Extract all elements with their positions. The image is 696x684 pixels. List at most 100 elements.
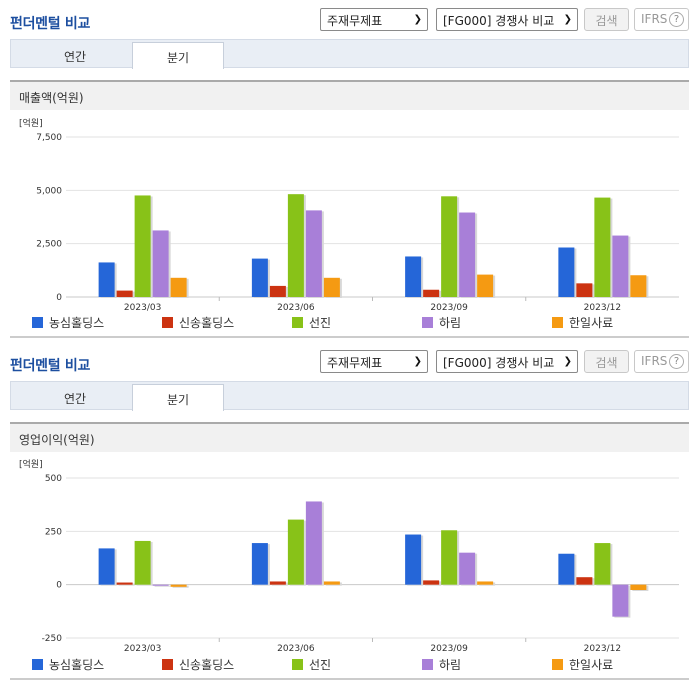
x-tick-label: 2023/12 [584,644,621,654]
x-tick-label: 2023/03 [124,303,161,313]
bar [477,274,494,297]
chevron-down-icon: ❯ [563,14,572,25]
legend-item[interactable]: 선진 [292,314,331,331]
y-tick-label: 0 [56,581,62,591]
chevron-down-icon: ❯ [413,356,422,367]
bar [305,501,322,585]
bar [323,277,340,297]
bar [98,548,115,585]
bar [116,582,133,585]
sales-chart: [억원] 0 2,500 5,000 7,500 2023/03 2023/06 2023/0… [10,110,689,338]
bar [558,247,575,297]
legend-item[interactable]: 한일사료 [552,656,613,673]
bar [576,577,593,585]
bar [576,283,593,297]
section-title: 펀더멘털 비교 [10,16,91,32]
fundamental-section-sales: 펀더멘털 비교 주재무제표 ❯ [FG000] 경쟁사 비교 ❯ 검색 IFRS? … [0,0,696,338]
bar [594,543,611,585]
bar [269,581,286,585]
bar [405,534,422,585]
x-tick-label: 2023/06 [277,644,315,654]
y-tick-label: 500 [45,474,62,484]
bar [612,235,629,297]
bar [305,210,322,297]
bar [251,543,268,585]
help-icon[interactable]: ? [669,354,684,369]
chart-legend: 농심홀딩스 신송홀딩스 선진 하림 한일사료 [32,656,692,672]
operating-profit-chart: [억원] -250 0 250 500 2023/03 2023/06 2023/09 2023… [10,452,689,680]
bar [134,540,151,585]
legend-swatch [552,659,563,670]
bar [459,552,476,585]
x-tick-label: 2023/06 [277,303,315,313]
chart-label: 영업이익(억원) [10,422,689,452]
bar [441,530,458,585]
statement-select[interactable]: 주재무제표 ❯ [320,350,428,373]
bar-shadow [154,585,171,587]
y-tick-label: 0 [56,293,62,303]
ifrs-button[interactable]: IFRS? [634,350,689,373]
tab-quarterly[interactable]: 분기 [132,42,224,69]
fundamental-section-operating-profit: 펀더멘털 비교 주재무제표 ❯ [FG000] 경쟁사 비교 ❯ 검색 IFRS? … [0,342,696,684]
legend-swatch [292,317,303,328]
search-button[interactable]: 검색 [584,350,629,373]
y-tick-label: 2,500 [36,240,62,250]
bar [558,553,575,585]
bar [323,581,340,585]
legend-swatch [32,317,43,328]
sales-chart-svg: [억원] 0 2,500 5,000 7,500 2023/03 2023/06 2023/0… [19,117,679,313]
tab-annual[interactable]: 연간 [63,50,87,64]
peer-group-select[interactable]: [FG000] 경쟁사 비교 ❯ [436,8,578,31]
section-title: 펀더멘털 비교 [10,358,91,374]
section-header: 펀더멘털 비교 주재무제표 ❯ [FG000] 경쟁사 비교 ❯ 검색 IFRS? [0,342,696,382]
operating-profit-chart-svg: [억원] -250 0 250 500 2023/03 2023/06 2023/09 2023… [19,458,679,654]
legend-swatch [422,659,433,670]
legend-item[interactable]: 신송홀딩스 [162,314,234,331]
legend-swatch [32,659,43,670]
tab-annual[interactable]: 연간 [63,392,87,406]
bar [594,197,611,297]
bar [441,196,458,297]
legend-swatch [162,659,173,670]
unit-label: [억원] [19,117,43,129]
peer-group-select[interactable]: [FG000] 경쟁사 비교 ❯ [436,350,578,373]
x-tick-label: 2023/09 [430,303,468,313]
bar [251,258,268,297]
x-tick-label: 2023/12 [584,303,621,313]
bar [423,289,440,297]
legend-item[interactable]: 하림 [422,656,461,673]
legend-swatch [292,659,303,670]
bar [405,256,422,297]
legend-item[interactable]: 하림 [422,314,461,331]
bar [170,277,187,297]
x-tick-label: 2023/09 [430,644,468,654]
unit-label: [억원] [19,458,43,470]
bar [98,262,115,297]
bar [287,194,304,297]
section-header: 펀더멘털 비교 주재무제표 ❯ [FG000] 경쟁사 비교 ❯ 검색 IFRS? [0,0,696,40]
chart-label: 매출액(억원) [10,80,689,110]
bar [459,212,476,297]
legend-item[interactable]: 선진 [292,656,331,673]
legend-item[interactable]: 농심홀딩스 [32,314,104,331]
help-icon[interactable]: ? [669,12,684,27]
legend-item[interactable]: 신송홀딩스 [162,656,234,673]
chevron-down-icon: ❯ [413,14,422,25]
bar [152,230,169,297]
legend-swatch [552,317,563,328]
bar [287,519,304,585]
bar [152,584,169,586]
bar [630,275,647,297]
search-button[interactable]: 검색 [584,8,629,31]
bar [134,195,151,297]
y-tick-label: -250 [42,634,63,644]
ifrs-button[interactable]: IFRS? [634,8,689,31]
legend-item[interactable]: 한일사료 [552,314,613,331]
tab-quarterly[interactable]: 분기 [132,384,224,411]
legend-item[interactable]: 농심홀딩스 [32,656,104,673]
y-tick-label: 250 [45,527,62,537]
bar [170,584,187,587]
bar [116,290,133,297]
statement-select[interactable]: 주재무제표 ❯ [320,8,428,31]
bar [269,285,286,297]
